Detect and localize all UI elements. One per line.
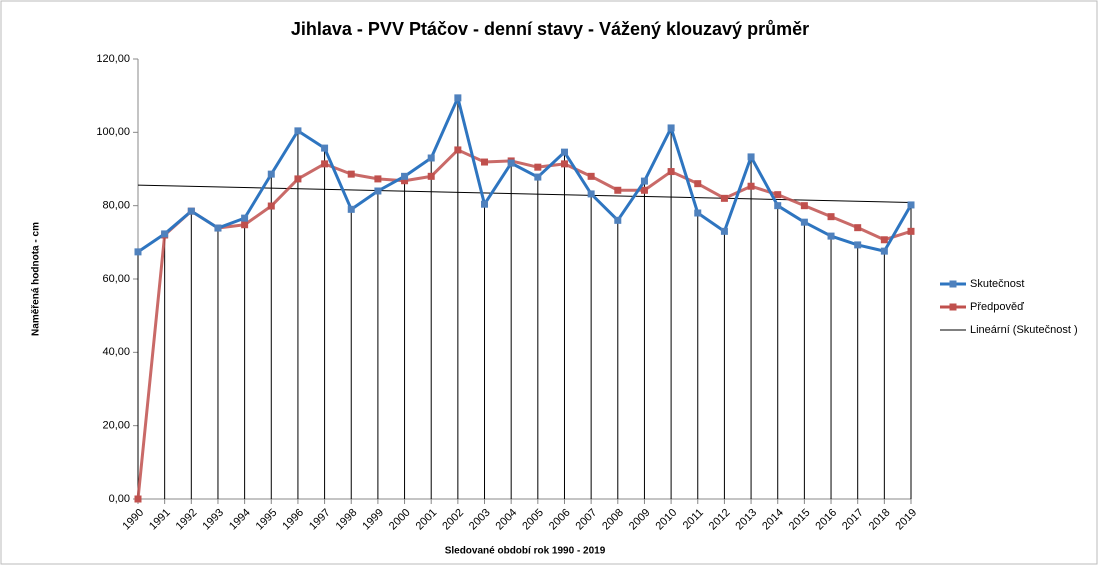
series-marker bbox=[401, 172, 409, 180]
series-line bbox=[137, 96, 913, 254]
series-marker bbox=[321, 144, 329, 152]
series-marker bbox=[214, 224, 222, 232]
series-marker bbox=[454, 94, 462, 102]
legend-marker bbox=[949, 303, 957, 311]
series-marker bbox=[640, 186, 648, 194]
trendline bbox=[137, 184, 912, 203]
series-marker bbox=[774, 202, 782, 210]
series-marker bbox=[880, 247, 888, 255]
series-marker bbox=[187, 207, 195, 215]
series-marker bbox=[854, 241, 862, 249]
series-marker bbox=[481, 200, 489, 208]
series-marker bbox=[720, 194, 728, 202]
legend-label: Lineární (Skutečnost ) bbox=[970, 324, 1078, 336]
series-marker bbox=[560, 160, 568, 168]
series-marker bbox=[640, 177, 648, 185]
y-tick-label: 60,00 bbox=[102, 273, 130, 285]
series-marker bbox=[427, 172, 435, 180]
series-marker bbox=[241, 214, 249, 222]
series-line bbox=[136, 148, 912, 500]
chart-title: Jihlava - PVV Ptáčov - denní stavy - Váž… bbox=[291, 19, 809, 39]
series-marker bbox=[347, 205, 355, 213]
series-marker bbox=[827, 232, 835, 240]
series-marker bbox=[374, 187, 382, 195]
series-marker bbox=[374, 175, 382, 183]
series-marker bbox=[907, 201, 915, 209]
series-marker bbox=[587, 190, 595, 198]
legend-label: Skutečnost bbox=[970, 278, 1024, 290]
series-marker bbox=[587, 172, 595, 180]
series-marker bbox=[134, 495, 142, 503]
y-tick-label: 40,00 bbox=[102, 346, 130, 358]
series-marker bbox=[481, 158, 489, 166]
series-marker bbox=[427, 154, 435, 162]
y-axis-title: Naměřená hodnota - cm bbox=[31, 222, 42, 336]
series-marker bbox=[667, 168, 675, 176]
series-marker bbox=[294, 127, 302, 135]
series-marker bbox=[560, 148, 568, 156]
series-marker bbox=[507, 159, 515, 167]
series-marker bbox=[880, 236, 888, 244]
series-marker bbox=[294, 175, 302, 183]
series-marker bbox=[667, 124, 675, 132]
series-marker bbox=[694, 180, 702, 188]
series-marker bbox=[774, 191, 782, 199]
series-marker bbox=[267, 170, 275, 178]
series-marker bbox=[454, 146, 462, 154]
series-marker bbox=[720, 227, 728, 235]
series-marker bbox=[401, 177, 409, 185]
series-marker bbox=[747, 182, 755, 190]
y-tick-label: 20,00 bbox=[102, 420, 130, 432]
series-marker bbox=[534, 173, 542, 181]
series-marker bbox=[800, 218, 808, 226]
series-marker bbox=[614, 186, 622, 194]
series-marker bbox=[614, 216, 622, 224]
series-marker bbox=[800, 202, 808, 210]
legend-label: Předpověď bbox=[970, 301, 1024, 313]
series-marker bbox=[534, 163, 542, 171]
series-marker bbox=[321, 160, 329, 168]
series-marker bbox=[134, 248, 142, 256]
y-tick-label: 80,00 bbox=[102, 200, 130, 212]
series-marker bbox=[907, 227, 915, 235]
series-marker bbox=[347, 170, 355, 178]
x-axis-title: Sledované období rok 1990 - 2019 bbox=[445, 546, 606, 557]
legend-marker bbox=[949, 280, 957, 288]
series-marker bbox=[267, 202, 275, 210]
y-tick-label: 100,00 bbox=[96, 126, 130, 138]
series-marker bbox=[827, 213, 835, 221]
series-marker bbox=[694, 209, 702, 217]
series-marker bbox=[241, 221, 249, 229]
y-tick-label: 0,00 bbox=[109, 493, 130, 505]
y-tick-label: 120,00 bbox=[96, 53, 130, 65]
series-marker bbox=[161, 230, 169, 238]
series-marker bbox=[854, 224, 862, 232]
series-marker bbox=[747, 153, 755, 161]
